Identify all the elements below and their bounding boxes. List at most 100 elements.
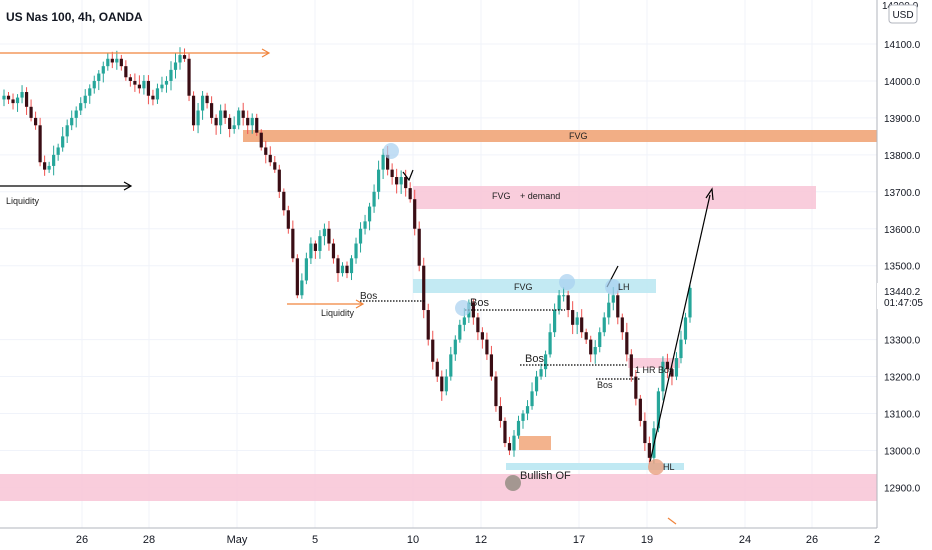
- candle-body[interactable]: [200, 95, 205, 111]
- candle-body[interactable]: [638, 398, 642, 421]
- candle-body[interactable]: [453, 339, 457, 355]
- candle-body[interactable]: [656, 391, 661, 429]
- currency-badge[interactable]: [888, 4, 918, 24]
- candle-body[interactable]: [376, 169, 381, 192]
- candle-body[interactable]: [295, 258, 299, 296]
- candle-body[interactable]: [6, 95, 11, 100]
- candle-body[interactable]: [683, 317, 688, 340]
- candle-body[interactable]: [593, 346, 597, 355]
- candle-body[interactable]: [503, 420, 507, 444]
- candle-body[interactable]: [507, 443, 512, 451]
- candle-body[interactable]: [543, 354, 548, 370]
- candle-body[interactable]: [485, 339, 489, 355]
- candle-body[interactable]: [449, 354, 453, 377]
- candle-body[interactable]: [516, 420, 521, 436]
- candle-body[interactable]: [277, 169, 281, 192]
- candle-body[interactable]: [187, 58, 191, 96]
- candle-body[interactable]: [584, 332, 588, 340]
- order-block-small[interactable]: [519, 436, 551, 450]
- candle-body[interactable]: [349, 258, 354, 274]
- hr-bos-zone[interactable]: [628, 358, 680, 368]
- candle-body[interactable]: [417, 228, 421, 266]
- candle-body[interactable]: [607, 302, 611, 318]
- candle-body[interactable]: [52, 154, 56, 166]
- candle-body[interactable]: [65, 125, 69, 137]
- candle-body[interactable]: [151, 95, 155, 100]
- candle-body[interactable]: [395, 177, 399, 185]
- candle-body[interactable]: [169, 69, 173, 81]
- candle-body[interactable]: [2, 95, 6, 100]
- candle-body[interactable]: [273, 162, 277, 170]
- candle-body[interactable]: [205, 95, 209, 104]
- candle-body[interactable]: [83, 95, 87, 104]
- candle-body[interactable]: [124, 66, 128, 78]
- candle-body[interactable]: [386, 154, 390, 170]
- candle-body[interactable]: [670, 369, 674, 377]
- candle-body[interactable]: [476, 317, 480, 333]
- candle-body[interactable]: [313, 243, 318, 251]
- candle-body[interactable]: [29, 106, 33, 118]
- candle-body[interactable]: [214, 117, 218, 126]
- candle-body[interactable]: [142, 80, 146, 89]
- candle-body[interactable]: [232, 125, 236, 129]
- candle-body[interactable]: [119, 58, 123, 67]
- candle-body[interactable]: [331, 243, 336, 259]
- candle-body[interactable]: [88, 88, 92, 96]
- candle-body[interactable]: [146, 80, 151, 96]
- candle-body[interactable]: [553, 310, 557, 333]
- candle-body[interactable]: [286, 210, 290, 229]
- candle-body[interactable]: [616, 295, 620, 318]
- candle-body[interactable]: [101, 66, 105, 74]
- candle-body[interactable]: [480, 332, 484, 340]
- candle-body[interactable]: [304, 258, 308, 281]
- candle-body[interactable]: [336, 258, 340, 274]
- candle-body[interactable]: [160, 84, 164, 89]
- candle-body[interactable]: [61, 136, 65, 148]
- bos-marker[interactable]: [455, 300, 471, 316]
- candle-body[interactable]: [404, 177, 408, 189]
- candle-body[interactable]: [318, 236, 322, 251]
- candle-body[interactable]: [92, 80, 96, 89]
- candle-body[interactable]: [282, 191, 286, 211]
- candle-body[interactable]: [268, 154, 272, 163]
- candle-body[interactable]: [525, 406, 530, 414]
- candle-body[interactable]: [562, 295, 566, 297]
- candle-body[interactable]: [196, 110, 200, 126]
- candle-body[interactable]: [647, 443, 651, 458]
- candle-body[interactable]: [300, 280, 304, 296]
- candle-body[interactable]: [106, 58, 110, 67]
- candle-body[interactable]: [489, 354, 494, 377]
- candle-body[interactable]: [24, 92, 29, 107]
- candle-body[interactable]: [521, 413, 525, 421]
- candle-body[interactable]: [70, 117, 74, 126]
- candle-body[interactable]: [661, 361, 665, 392]
- candle-body[interactable]: [33, 117, 38, 126]
- bullish-of-marker[interactable]: [505, 475, 521, 491]
- candle-body[interactable]: [440, 376, 444, 392]
- candle-body[interactable]: [210, 103, 214, 118]
- fvg-zone-top[interactable]: [243, 130, 877, 142]
- candle-body[interactable]: [223, 110, 227, 118]
- candle-body[interactable]: [399, 177, 403, 185]
- candle-body[interactable]: [237, 110, 241, 126]
- candle-body[interactable]: [250, 117, 254, 126]
- candle-body[interactable]: [74, 110, 78, 118]
- candle-body[interactable]: [97, 73, 101, 81]
- candle-body[interactable]: [367, 206, 372, 222]
- candle-body[interactable]: [363, 221, 367, 229]
- candle-body[interactable]: [173, 62, 178, 70]
- candle-body[interactable]: [629, 354, 633, 377]
- candle-body[interactable]: [494, 376, 498, 407]
- candle-body[interactable]: [620, 317, 624, 333]
- candle-body[interactable]: [43, 162, 47, 170]
- candle-body[interactable]: [345, 265, 349, 274]
- candle-body[interactable]: [20, 92, 24, 98]
- lh-marker[interactable]: [605, 279, 621, 295]
- candle-body[interactable]: [598, 332, 602, 347]
- candle-body[interactable]: [674, 358, 679, 377]
- candle-body[interactable]: [426, 310, 430, 340]
- candle-body[interactable]: [155, 88, 160, 100]
- fvg-zone-mid[interactable]: [413, 279, 656, 293]
- candle-body[interactable]: [110, 58, 114, 63]
- candle-body[interactable]: [634, 376, 638, 399]
